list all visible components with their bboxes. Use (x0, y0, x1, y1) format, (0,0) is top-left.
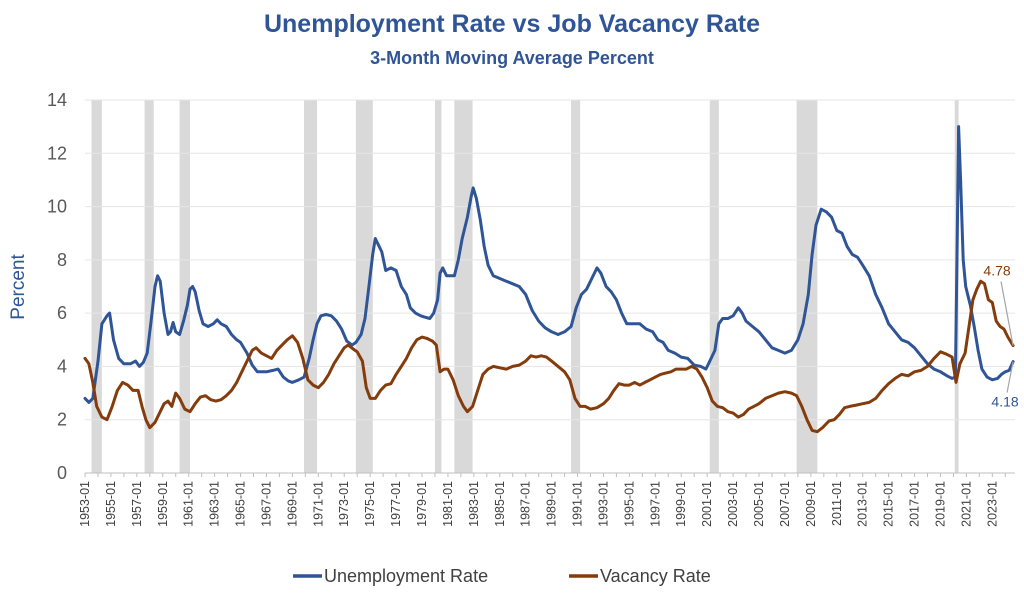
x-tick-label-2013-01: 2013-01 (856, 481, 870, 527)
recession-band-3 (304, 100, 318, 473)
legend-label-unemployment: Unemployment Rate (324, 566, 488, 586)
x-tick-label-1997-01: 1997-01 (648, 481, 662, 527)
x-tick-label-2023-01: 2023-01 (985, 481, 999, 527)
y-tick-label-12: 12 (47, 143, 67, 163)
axes: 0 2 4 6 8 10 12 14 1953-01 1955-01 1957-01 1959-01 1… (47, 90, 1015, 527)
x-tick-label-1957-01: 1957-01 (130, 481, 144, 527)
recession-band-8 (709, 100, 719, 473)
recession-band-0 (91, 100, 102, 473)
legend-label-vacancy: Vacancy Rate (600, 566, 711, 586)
annotations: 4.78 4.18 (983, 263, 1018, 410)
x-tick-label-1975-01: 1975-01 (363, 481, 377, 527)
x-tick-label-2001-01: 2001-01 (700, 481, 714, 527)
y-tick-label-14: 14 (47, 90, 67, 110)
y-tick-label-4: 4 (57, 356, 67, 376)
annotation-leader-1 (1006, 361, 1014, 393)
series-line-unemployment-rate (83, 125, 1015, 404)
y-tick-label-2: 2 (57, 410, 67, 430)
x-tick-label-1955-01: 1955-01 (104, 481, 118, 527)
x-tick-label-1993-01: 1993-01 (596, 481, 610, 527)
legend: Unemployment Rate Vacancy Rate (293, 566, 711, 586)
x-tick-label-1965-01: 1965-01 (234, 481, 248, 527)
x-tick-label-1987-01: 1987-01 (519, 481, 533, 527)
y-tick-label-8: 8 (57, 250, 67, 270)
x-tick-label-1963-01: 1963-01 (208, 481, 222, 527)
x-tick-label-1971-01: 1971-01 (311, 481, 325, 527)
x-tick-label-1973-01: 1973-01 (337, 481, 351, 527)
series-lines (83, 125, 1015, 434)
x-tick-label-1983-01: 1983-01 (467, 481, 481, 527)
x-tick-label-1985-01: 1985-01 (493, 481, 507, 527)
recession-band-7 (571, 100, 581, 473)
recession-band-6 (454, 100, 473, 473)
x-tick-label-1961-01: 1961-01 (182, 481, 196, 527)
gridlines (85, 99, 1015, 421)
x-tick-label-1991-01: 1991-01 (571, 481, 585, 527)
chart-subtitle: 3-Month Moving Average Percent (370, 48, 654, 68)
y-tick-label-10: 10 (47, 197, 67, 217)
x-tick-label-2007-01: 2007-01 (778, 481, 792, 527)
recession-band-2 (179, 100, 190, 473)
chart-title: Unemployment Rate vs Job Vacancy Rate (263, 10, 761, 38)
recession-band-1 (144, 100, 154, 473)
x-tick-label-2017-01: 2017-01 (908, 481, 922, 527)
x-tick-label-1989-01: 1989-01 (545, 481, 559, 527)
x-tick-label-2019-01: 2019-01 (933, 481, 947, 527)
x-tick-label-2021-01: 2021-01 (959, 481, 973, 527)
x-tick-label-2003-01: 2003-01 (726, 481, 740, 527)
recession-band-9 (796, 100, 818, 473)
x-tick-label-1999-01: 1999-01 (674, 481, 688, 527)
x-tick-label-1953-01: 1953-01 (78, 481, 92, 527)
x-tick-label-2011-01: 2011-01 (830, 481, 844, 526)
annotation-leader-0 (1000, 281, 1014, 346)
x-tick-label-1959-01: 1959-01 (156, 481, 170, 527)
x-tick-label-1995-01: 1995-01 (622, 481, 636, 527)
series-line-vacancy-rate (83, 279, 1015, 434)
recession-band-4 (355, 100, 373, 473)
y-axis-label: Percent (8, 254, 29, 320)
legend-item-unemployment: Unemployment Rate (293, 566, 488, 586)
x-tick-label-1967-01: 1967-01 (259, 481, 273, 527)
x-tick-label-2005-01: 2005-01 (752, 481, 766, 527)
annotation-label-1: 4.18 (991, 394, 1018, 410)
x-tick-label-1969-01: 1969-01 (285, 481, 299, 527)
x-tick-label-1977-01: 1977-01 (389, 481, 403, 527)
annotation-label-0: 4.78 (983, 263, 1010, 279)
x-tick-label-2009-01: 2009-01 (804, 481, 818, 527)
y-tick-label-0: 0 (57, 463, 67, 483)
y-tick-label-6: 6 (57, 303, 67, 323)
x-tick-label-1981-01: 1981-01 (441, 481, 455, 527)
x-tick-label-2015-01: 2015-01 (882, 481, 896, 527)
x-tick-label-1979-01: 1979-01 (415, 481, 429, 527)
legend-item-vacancy: Vacancy Rate (569, 566, 711, 586)
recession-bands (91, 100, 959, 473)
